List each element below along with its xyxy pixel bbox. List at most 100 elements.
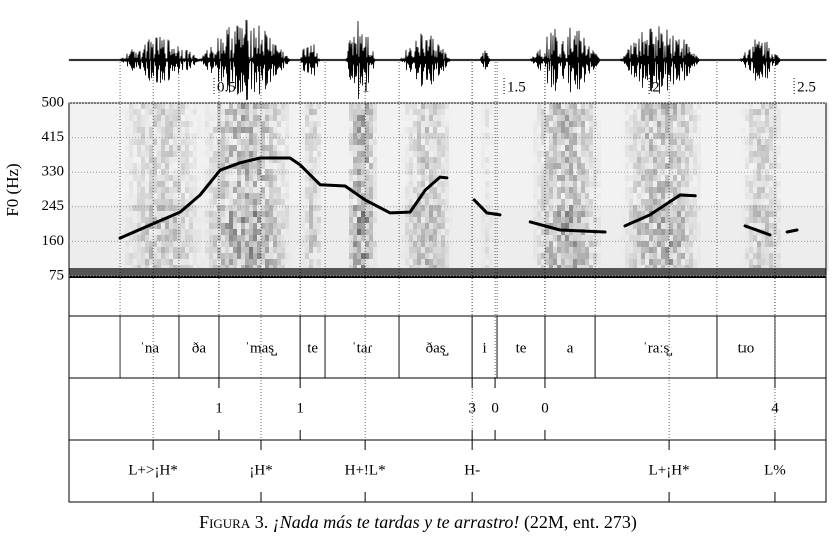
- spectrogram-cell: [313, 229, 317, 235]
- spectrogram-cell: [441, 115, 445, 121]
- spectrogram-cell: [357, 163, 361, 169]
- spectrogram-cell: [133, 139, 137, 145]
- spectrogram-cell: [429, 211, 433, 217]
- spectrogram-cell: [333, 259, 337, 265]
- spectrogram-cell: [505, 163, 509, 169]
- spectrogram-cell: [333, 151, 337, 157]
- spectrogram-cell: [285, 217, 289, 223]
- spectrogram-cell: [629, 217, 633, 223]
- spectrogram-cell: [457, 181, 461, 187]
- spectrogram-cell: [149, 181, 153, 187]
- spectrogram-cell: [197, 241, 201, 247]
- spectrogram-cell: [465, 235, 469, 241]
- spectrogram-cell: [289, 163, 293, 169]
- spectrogram-cell: [673, 247, 677, 253]
- spectrogram-cell: [481, 187, 485, 193]
- spectrogram-cell: [301, 229, 305, 235]
- spectrogram-cell: [421, 115, 425, 121]
- spectrogram-cell: [177, 175, 181, 181]
- spectrogram-cell: [105, 157, 109, 163]
- spectrogram-cell: [393, 133, 397, 139]
- spectrogram-cell: [541, 103, 545, 109]
- spectrogram-cell: [185, 115, 189, 121]
- spectrogram-cell: [309, 181, 313, 187]
- spectrogram-cell: [537, 223, 541, 229]
- spectrogram-cell: [573, 217, 577, 223]
- spectrogram-cell: [265, 199, 269, 205]
- spectrogram-cell: [225, 115, 229, 121]
- spectrogram-cell: [233, 241, 237, 247]
- spectrogram-cell: [565, 211, 569, 217]
- spectrogram-cell: [357, 199, 361, 205]
- spectrogram-cell: [729, 259, 733, 265]
- spectrogram-cell: [77, 151, 81, 157]
- spectrogram-cell: [177, 223, 181, 229]
- spectrogram-cell: [517, 241, 521, 247]
- spectrogram-cell: [425, 109, 429, 115]
- spectrogram-cell: [533, 187, 537, 193]
- spectrogram-cell: [141, 133, 145, 139]
- spectrogram-cell: [601, 253, 605, 259]
- spectrogram-cell: [673, 115, 677, 121]
- spectrogram-cell: [453, 163, 457, 169]
- spectrogram-cell: [369, 169, 373, 175]
- spectrogram-cell: [405, 139, 409, 145]
- spectrogram-cell: [441, 139, 445, 145]
- spectrogram-cell: [505, 151, 509, 157]
- spectrogram-cell: [245, 223, 249, 229]
- spectrogram-cell: [653, 229, 657, 235]
- spectrogram-cell: [761, 127, 765, 133]
- spectrogram-cell: [373, 217, 377, 223]
- spectrogram-cell: [697, 115, 701, 121]
- spectrogram-cell: [345, 175, 349, 181]
- spectrogram-cell: [89, 181, 93, 187]
- spectrogram-cell: [717, 199, 721, 205]
- spectrogram-cell: [749, 229, 753, 235]
- spectrogram-cell: [757, 145, 761, 151]
- spectrogram-cell: [329, 133, 333, 139]
- spectrogram-cell: [117, 151, 121, 157]
- spectrogram-cell: [105, 169, 109, 175]
- spectrogram-cell: [353, 241, 357, 247]
- spectrogram-cell: [541, 217, 545, 223]
- spectrogram-cell: [101, 145, 105, 151]
- spectrogram-cell: [277, 205, 281, 211]
- spectrogram-cell: [81, 157, 85, 163]
- spectrogram-cell: [69, 253, 73, 259]
- spectrogram-cell: [389, 229, 393, 235]
- spectrogram-cell: [105, 151, 109, 157]
- spectrogram-cell: [85, 133, 89, 139]
- spectrogram-cell: [85, 139, 89, 145]
- spectrogram-cell: [553, 121, 557, 127]
- spectrogram-cell: [665, 133, 669, 139]
- spectrogram-cell: [253, 223, 257, 229]
- spectrogram-cell: [417, 145, 421, 151]
- spectrogram-cell: [597, 133, 601, 139]
- spectrogram-cell: [661, 115, 665, 121]
- spectrogram-cell: [405, 211, 409, 217]
- spectrogram-cell: [253, 187, 257, 193]
- spectrogram-cell: [765, 181, 769, 187]
- spectrogram-cell: [513, 151, 517, 157]
- spectrogram-cell: [693, 217, 697, 223]
- spectrogram-cell: [361, 205, 365, 211]
- spectrogram-cell: [349, 109, 353, 115]
- spectrogram-cell: [157, 175, 161, 181]
- spectrogram-cell: [133, 247, 137, 253]
- spectrogram-cell: [281, 103, 285, 109]
- spectrogram-cell: [137, 133, 141, 139]
- spectrogram-cell: [349, 121, 353, 127]
- spectrogram-cell: [177, 121, 181, 127]
- spectrogram-cell: [693, 181, 697, 187]
- spectrogram-cell: [413, 241, 417, 247]
- spectrogram-cell: [393, 253, 397, 259]
- spectrogram-cell: [441, 211, 445, 217]
- spectrogram-cell: [501, 235, 505, 241]
- spectrogram-cell: [617, 211, 621, 217]
- spectrogram-cell: [125, 241, 129, 247]
- spectrogram-cell: [681, 121, 685, 127]
- spectrogram-cell: [89, 133, 93, 139]
- spectrogram-cell: [133, 163, 137, 169]
- spectrogram-cell: [269, 181, 273, 187]
- spectrogram-cell: [729, 211, 733, 217]
